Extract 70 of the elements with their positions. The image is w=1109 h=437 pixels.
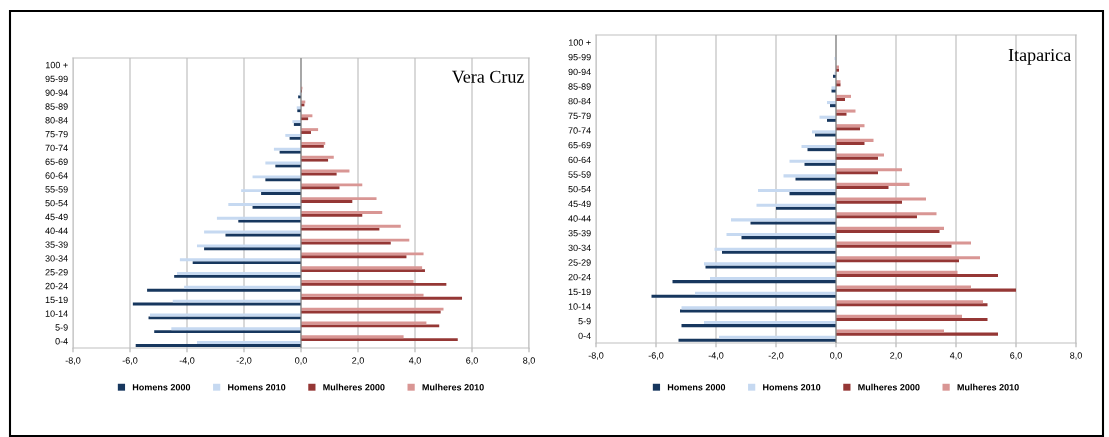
x-tick-label: -2,0: [768, 352, 784, 360]
x-tick-label: 6,0: [466, 357, 478, 365]
x-tick-label: -4,0: [708, 352, 724, 360]
y-tick-label: 85-89: [45, 103, 68, 110]
x-tick-label: 0,0: [830, 352, 842, 360]
legend-label: Mulheres 2010: [957, 383, 1019, 391]
y-tick-label: 0-4: [578, 332, 591, 340]
y-tick-label: 50-54: [568, 185, 591, 193]
y-tick-label: 25-29: [45, 269, 68, 276]
y-tick-label: 50-54: [45, 199, 68, 207]
y-tick-label: 15-19: [568, 288, 591, 296]
x-tick-label: 2,0: [890, 352, 902, 360]
y-tick-label: 10-14: [568, 303, 591, 310]
legend-label: Mulheres 2000: [323, 383, 385, 391]
y-tick-label: 40-44: [45, 227, 68, 234]
y-tick-label: 40-44: [568, 215, 591, 222]
x-tick-label: 8,0: [523, 357, 535, 365]
y-tick-label: 70-74: [568, 127, 591, 134]
y-tick-label: 75-79: [45, 130, 68, 138]
y-tick-label: 60-64: [45, 172, 68, 179]
y-tick-label: 45-49: [568, 200, 591, 208]
y-tick-label: 45-49: [45, 213, 68, 221]
x-tick-label: 2,0: [352, 357, 364, 365]
legend-label: Homens 2010: [228, 384, 286, 391]
legend-label: Homens 2010: [763, 384, 821, 391]
y-tick-label: 85-89: [568, 83, 591, 90]
y-tick-label: 90-94: [568, 68, 591, 76]
y-tick-label: 55-59: [568, 171, 591, 178]
x-tick-label: -6,0: [122, 357, 138, 365]
y-tick-label: 0-4: [55, 338, 68, 345]
y-tick-label: 65-69: [45, 158, 68, 165]
y-tick-label: 65-69: [568, 141, 591, 149]
x-tick-label: -6,0: [648, 352, 664, 360]
x-tick-label: 8,0: [1070, 352, 1082, 360]
text: Vera Cruz: [451, 70, 524, 83]
y-tick-label: 60-64: [568, 156, 591, 164]
y-tick-label: 75-79: [568, 112, 591, 120]
y-tick-label: 70-74: [45, 144, 68, 152]
y-tick-label: 80-84: [568, 97, 591, 105]
legend-label: Homens 2000: [132, 384, 191, 391]
x-tick-label: 4,0: [408, 357, 421, 365]
y-tick-label: 95-99: [568, 53, 591, 61]
y-tick-label: 80-84: [45, 117, 68, 124]
x-tick-label: -2,0: [236, 357, 252, 365]
y-tick-label: 20-24: [568, 273, 591, 281]
y-tick-label: 55-59: [45, 186, 68, 193]
y-tick-label: 90-94: [45, 89, 68, 96]
x-tick-label: -8,0: [588, 352, 604, 360]
y-tick-label: 95-99: [45, 75, 68, 83]
y-tick-label: 30-34: [568, 244, 591, 252]
y-tick-label: 35-39: [568, 229, 591, 237]
y-tick-label: 35-39: [45, 241, 68, 248]
y-tick-label: 5-9: [578, 317, 591, 325]
y-tick-label: 20-24: [45, 282, 68, 290]
y-tick-label: 5-9: [55, 324, 68, 331]
x-tick-label: -8,0: [65, 357, 81, 365]
y-tick-label: 100 +: [568, 39, 591, 46]
legend-label: Homens 2000: [667, 384, 726, 391]
y-tick-label: 30-34: [45, 255, 68, 262]
y-tick-label: 25-29: [568, 259, 591, 266]
x-tick-label: 4,0: [949, 352, 962, 360]
legend-label: Mulheres 2000: [858, 383, 920, 391]
x-tick-label: 0,0: [295, 357, 307, 365]
x-tick-label: 6,0: [1010, 352, 1022, 360]
text: Itaparica: [1008, 48, 1071, 65]
legend-label: Mulheres 2010: [422, 383, 484, 391]
y-tick-label: 10-14: [45, 310, 68, 317]
y-tick-label: 15-19: [45, 296, 68, 304]
y-tick-label: 100 +: [45, 61, 68, 69]
x-tick-label: -4,0: [179, 357, 195, 365]
